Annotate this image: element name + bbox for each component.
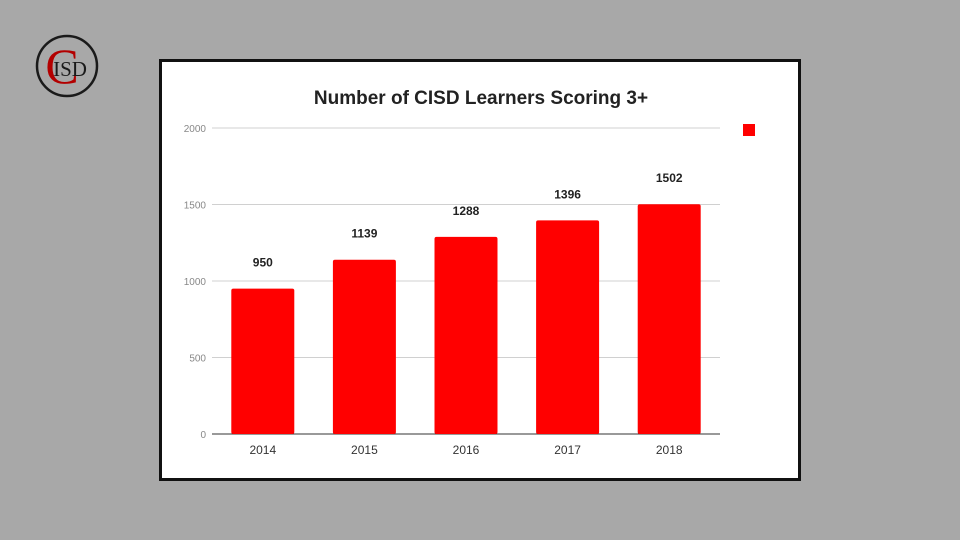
x-tick-label: 2014 [249,443,276,457]
legend-swatch [743,124,755,136]
x-tick-label: 2016 [453,443,480,457]
y-tick-label: 500 [189,354,206,365]
data-label: 1288 [453,204,480,218]
bar-chart: Number of CISD Learners Scoring 3+ 0 500 1… [184,88,755,457]
bar [536,220,600,434]
bar [332,259,396,434]
y-tick-label: 1500 [184,201,207,212]
bar [231,288,295,434]
chart-title: Number of CISD Learners Scoring 3+ [314,88,648,109]
chart-container: Number of CISD Learners Scoring 3+ 0 500 1… [159,59,801,481]
data-label: 1139 [351,227,377,241]
x-tick-label: 2017 [554,443,581,457]
y-tick-label: 2000 [184,124,207,135]
y-tick-label: 1000 [184,277,207,288]
bar [637,204,701,434]
cisd-logo: C ISD [34,33,100,99]
data-label: 1502 [656,171,683,185]
data-label: 950 [253,256,273,270]
x-tick-label: 2015 [351,443,378,457]
logo-c-letter: C [45,38,78,94]
logo-isd-text: ISD [53,57,87,81]
y-tick-label: 0 [200,430,206,441]
data-label: 1396 [554,187,581,201]
x-tick-label: 2018 [656,443,683,457]
bar [434,236,498,434]
